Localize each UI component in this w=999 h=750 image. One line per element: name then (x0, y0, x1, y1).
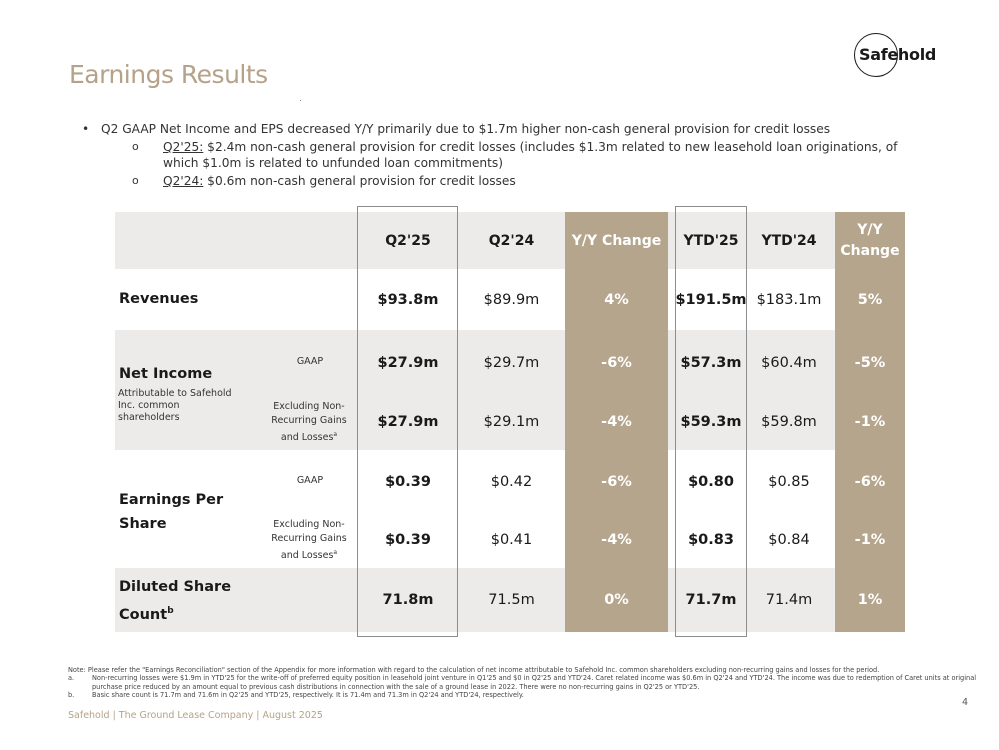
eps-gaap-label: GAAP (296, 475, 324, 486)
yy-change-column-bg (565, 212, 668, 632)
cell-ni-excl-ytd24: $59.8m (761, 414, 817, 430)
cell-revenues-q224: $89.9m (483, 291, 540, 308)
row-label-net-income: Net Income (119, 366, 213, 382)
cell-diluted-ytd24: 71.4m (765, 592, 813, 608)
bullet-sub-q224: o Q2'24: $0.6m non-cash general provisio… (132, 173, 903, 189)
cell-eps-gaap-q224: $0.42 (490, 474, 533, 490)
bullet-main: Q2 GAAP Net Income and EPS decreased Y/Y… (82, 121, 903, 137)
cell-eps-excl-yy: -4% (601, 532, 632, 548)
cell-diluted-q224: 71.5m (488, 592, 535, 608)
cell-ni-gaap-ytd-yy: -5% (854, 355, 886, 371)
footnote-b: b. Basic share count is 71.7m and 71.6m i… (68, 691, 524, 700)
cell-ni-excl-yy: -4% (601, 414, 632, 430)
footnote-main: Note: Please refer the "Earnings Reconci… (68, 666, 880, 674)
net-income-excl-label: Excluding Non-Recurring Gains and Losses… (271, 401, 347, 444)
cell-eps-excl-ytd-yy: -1% (854, 532, 886, 548)
footer: Safehold | The Ground Lease Company | Au… (68, 710, 323, 721)
bullet-list: Q2 GAAP Net Income and EPS decreased Y/Y… (82, 121, 903, 189)
cell-ni-excl-q225: $27.9m (377, 414, 439, 430)
header-yy-change: Y/Y Change (571, 232, 662, 249)
cell-ni-excl-ytd-yy: -1% (854, 414, 886, 430)
eps-excl-label: Excluding Non-Recurring Gains and Losses… (271, 519, 347, 562)
sub-text-q225: $2.4m non-cash general provision for cre… (163, 140, 898, 170)
cell-revenues-ytd24: $183.1m (756, 291, 822, 308)
cell-ni-gaap-yy: -6% (601, 355, 632, 371)
cell-revenues-q225: $93.8m (377, 291, 439, 308)
q225-highlight-frame (357, 206, 458, 637)
logo-circle-icon (854, 33, 898, 77)
decorative-dot (300, 100, 301, 101)
safehold-logo: Safehold (854, 33, 964, 79)
bullet-sub-q225: o Q2'25: $2.4m non-cash general provisio… (132, 139, 903, 171)
row-label-eps: Earnings Per Share (119, 492, 224, 532)
header-q224: Q2'24 (488, 232, 535, 249)
ytd-yy-change-column-bg (835, 212, 905, 632)
cell-ni-gaap-q224: $29.7m (483, 355, 540, 371)
net-income-row-bg (115, 330, 905, 450)
cell-revenues-ytd25: $191.5m (675, 291, 747, 308)
net-income-gaap-label: GAAP (296, 356, 324, 367)
cell-diluted-yy: 0% (604, 592, 629, 608)
cell-ni-gaap-ytd25: $57.3m (680, 355, 742, 371)
logo-text: Safehold (859, 45, 937, 64)
cell-eps-excl-ytd24: $0.84 (768, 532, 810, 548)
sub-text-q224: $0.6m non-cash general provision for cre… (203, 174, 516, 188)
page-number: 4 (962, 697, 969, 708)
header-ytd25: YTD'25 (683, 232, 739, 249)
cell-ni-gaap-q225: $27.9m (377, 355, 439, 371)
cell-diluted-ytd25: 71.7m (685, 592, 737, 608)
cell-ni-excl-q224: $29.1m (483, 414, 540, 430)
row-label-revenues: Revenues (119, 291, 199, 307)
row-label-diluted-share-count: Diluted Share Countb (119, 579, 232, 623)
cell-eps-excl-q224: $0.41 (490, 532, 533, 548)
cell-eps-gaap-ytd24: $0.85 (768, 474, 810, 490)
cell-diluted-q225: 71.8m (382, 592, 434, 608)
cell-revenues-yy: 4% (604, 291, 629, 308)
header-ytd-yy-change: Y/Y Change (840, 221, 900, 259)
cell-eps-gaap-q225: $0.39 (385, 474, 431, 490)
header-q225: Q2'25 (385, 232, 431, 249)
cell-eps-gaap-ytd-yy: -6% (854, 474, 886, 490)
header-row-bg (115, 212, 905, 269)
sub-label-q224: Q2'24: (163, 174, 204, 188)
earnings-table: Q2'25 Q2'24 Y/Y Change YTD'25 YTD'24 Y/Y… (115, 206, 905, 637)
footnotes: Note: Please refer the "Earnings Reconci… (68, 666, 983, 700)
header-ytd24: YTD'24 (761, 232, 817, 249)
cell-diluted-ytd-yy: 1% (857, 592, 883, 608)
footnote-a: a. Non-recurring losses were $1.9m in YTD… (68, 674, 977, 691)
ytd25-highlight-frame (675, 206, 747, 637)
sub-label-q225: Q2'25: (163, 140, 204, 154)
cell-eps-gaap-yy: -6% (601, 474, 632, 490)
sub-bullet-marker: o (132, 174, 139, 187)
sub-bullet-marker: o (132, 140, 139, 153)
cell-eps-gaap-ytd25: $0.80 (688, 474, 734, 490)
net-income-sublabel: Attributable to Safehold Inc. common sha… (118, 388, 232, 423)
diluted-row-bg (115, 568, 905, 632)
cell-eps-excl-ytd25: $0.83 (688, 532, 734, 548)
cell-revenues-ytd-yy: 5% (857, 291, 883, 308)
cell-ni-excl-ytd25: $59.3m (680, 414, 742, 430)
cell-eps-excl-q225: $0.39 (385, 532, 431, 548)
page-title: Earnings Results (69, 60, 268, 89)
cell-ni-gaap-ytd24: $60.4m (761, 355, 817, 371)
